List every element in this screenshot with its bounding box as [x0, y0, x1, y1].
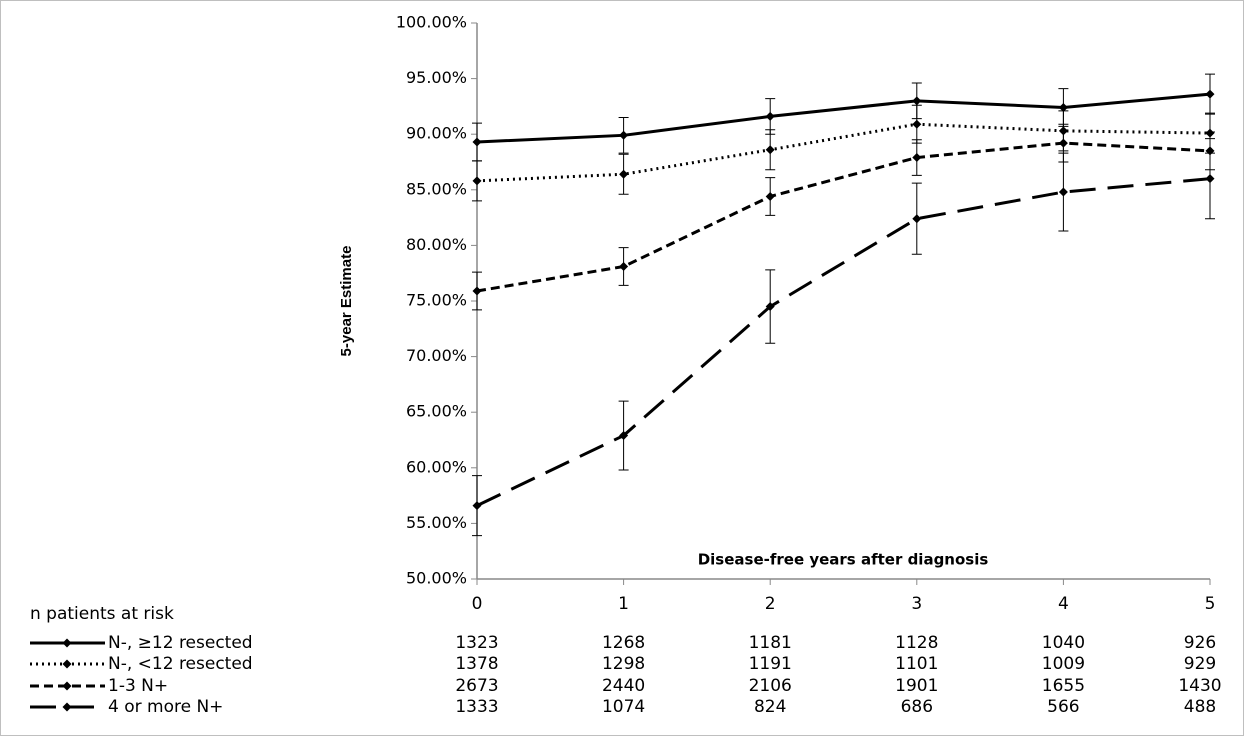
- risk-count: 1074: [602, 697, 645, 717]
- marker: [472, 137, 482, 147]
- marker: [619, 262, 629, 272]
- risk-count: 488: [1184, 697, 1216, 717]
- risk-count: 1655: [1042, 676, 1085, 696]
- marker: [619, 169, 629, 179]
- risk-count: 566: [1047, 697, 1079, 717]
- y-tick-label: 75.00%: [406, 291, 467, 310]
- x-tick-label: 4: [1058, 594, 1069, 614]
- marker: [765, 111, 775, 121]
- marker: [1058, 138, 1068, 148]
- marker: [1058, 103, 1068, 113]
- risk-table-title: n patients at risk: [30, 604, 174, 624]
- x-axis-title: Disease-free years after diagnosis: [698, 551, 989, 569]
- risk-count: 2673: [455, 676, 498, 696]
- marker: [912, 153, 922, 163]
- marker: [912, 214, 922, 224]
- x-tick-label: 3: [911, 594, 922, 614]
- risk-count: 1040: [1042, 633, 1085, 653]
- y-axis-title: 5-year Estimate: [338, 246, 355, 357]
- series-line: [476, 177, 1211, 507]
- y-tick-label: 90.00%: [406, 124, 467, 143]
- y-tick-label: 65.00%: [406, 402, 467, 421]
- legend-marker: [62, 702, 72, 712]
- marker: [472, 286, 482, 296]
- marker: [1205, 174, 1215, 184]
- risk-count: 1378: [455, 654, 498, 674]
- marker: [1205, 89, 1215, 99]
- marker: [765, 302, 775, 312]
- risk-count: 1901: [895, 676, 938, 696]
- x-tick-label: 1: [618, 594, 629, 614]
- marker: [912, 119, 922, 129]
- marker: [472, 176, 482, 186]
- legend-label: N-, <12 resected: [108, 654, 253, 674]
- legend-label: 4 or more N+: [108, 697, 223, 717]
- risk-count: 1181: [749, 633, 792, 653]
- marker: [765, 145, 775, 155]
- y-tick-label: 50.00%: [406, 569, 467, 588]
- series-line: [476, 92, 1211, 144]
- risk-count: 1128: [895, 633, 938, 653]
- risk-count: 929: [1184, 654, 1216, 674]
- risk-count: 824: [754, 697, 786, 717]
- risk-count: 2440: [602, 676, 645, 696]
- risk-count: 1101: [895, 654, 938, 674]
- risk-count: 1191: [749, 654, 792, 674]
- marker: [765, 191, 775, 201]
- risk-count: 2106: [749, 676, 792, 696]
- y-tick-label: 100.00%: [396, 13, 467, 32]
- y-tick-label: 70.00%: [406, 346, 467, 365]
- legend-marker: [62, 638, 72, 648]
- y-tick-label: 60.00%: [406, 457, 467, 476]
- x-tick-label: 0: [472, 594, 483, 614]
- marker: [912, 96, 922, 106]
- marker: [1058, 187, 1068, 197]
- risk-count: 1323: [455, 633, 498, 653]
- y-tick-label: 85.00%: [406, 179, 467, 198]
- risk-count: 686: [901, 697, 933, 717]
- legend-label: 1-3 N+: [108, 676, 168, 696]
- series-line: [476, 141, 1211, 293]
- risk-count: 926: [1184, 633, 1216, 653]
- legend-marker: [62, 659, 72, 669]
- x-tick-label: 2: [765, 594, 776, 614]
- risk-count: 1333: [455, 697, 498, 717]
- legend-marker: [62, 681, 72, 691]
- y-tick-label: 55.00%: [406, 513, 467, 532]
- risk-count: 1430: [1178, 676, 1221, 696]
- risk-count: 1298: [602, 654, 645, 674]
- legend-label: N-, ≥12 resected: [108, 633, 253, 653]
- marker: [472, 501, 482, 511]
- risk-count: 1009: [1042, 654, 1085, 674]
- x-tick-label: 5: [1205, 594, 1216, 614]
- marker: [619, 130, 629, 140]
- risk-count: 1268: [602, 633, 645, 653]
- y-tick-label: 80.00%: [406, 235, 467, 254]
- marker: [619, 431, 629, 441]
- y-tick-label: 95.00%: [406, 68, 467, 87]
